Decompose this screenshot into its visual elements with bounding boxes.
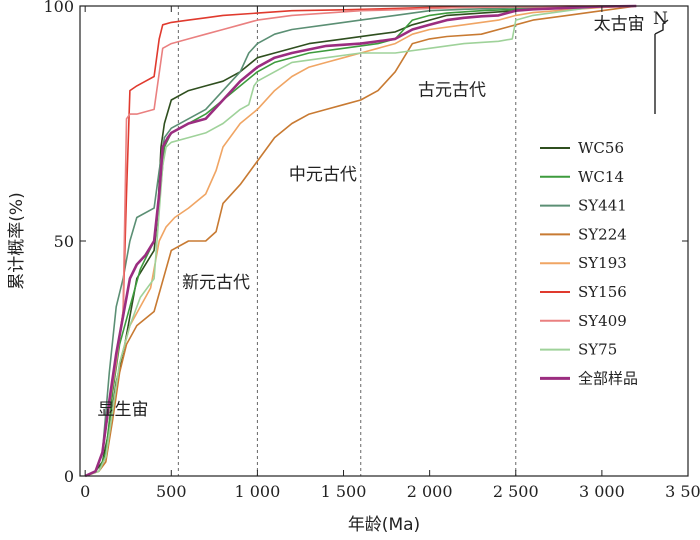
- series-line-7: [84, 5, 603, 477]
- north-arrow-line: [654, 19, 669, 114]
- legend-label: WC14: [578, 168, 624, 186]
- x-axis-title: 年龄(Ma): [348, 515, 420, 535]
- north-arrow: N: [653, 9, 669, 114]
- north-label: N: [653, 9, 668, 29]
- legend-label: SY193: [578, 254, 627, 272]
- legend-label: SY224: [578, 225, 627, 243]
- era-labels: 显生宙 新元古代 中元古代 古元古代 太古宙: [98, 15, 645, 420]
- axis-ticks: 0 500 1 000 1 500 2 000 2 500 3 000 3 500 0 50 100: [43, 0, 700, 501]
- y-tick-label: 50: [54, 232, 74, 251]
- x-tick-label: 1 000: [234, 482, 280, 501]
- era-boundary-lines: [177, 6, 517, 476]
- era-label: 古元古代: [418, 80, 486, 100]
- legend-label: WC56: [578, 139, 624, 157]
- x-tick-label: 2 500: [493, 482, 539, 501]
- series-line-0: [84, 5, 620, 477]
- era-label: 新元古代: [182, 273, 250, 293]
- x-tick-label: 1 500: [321, 482, 367, 501]
- series-line-2: [84, 5, 602, 477]
- x-tick-label: 2 000: [407, 482, 453, 501]
- legend: WC56 WC14 SY441 SY224 SY193 SY156 SY409 SY75 全部样…: [540, 139, 638, 387]
- series-line-8: [84, 4, 637, 478]
- legend-label: SY409: [578, 312, 627, 330]
- y-axis-title: 累计概率(%): [7, 192, 27, 289]
- legend-label: SY441: [578, 197, 627, 215]
- era-label: 太古宙: [594, 15, 645, 35]
- y-tick-label: 0: [64, 467, 74, 486]
- x-tick-label: 3 500: [665, 482, 700, 501]
- era-label: 显生宙: [98, 400, 149, 420]
- series-line-4: [84, 5, 637, 477]
- series-line-1: [84, 5, 620, 477]
- x-tick-label: 500: [156, 482, 187, 501]
- series-line-6: [84, 5, 602, 477]
- y-tick-label: 100: [43, 0, 74, 16]
- series-line-3: [84, 5, 637, 477]
- series-lines: [84, 4, 637, 478]
- legend-label: SY75: [578, 341, 617, 359]
- era-label: 中元古代: [289, 165, 357, 185]
- legend-label: 全部样品: [578, 369, 638, 387]
- x-tick-label: 0: [80, 482, 90, 501]
- x-tick-label: 3 000: [579, 482, 625, 501]
- legend-label: SY156: [578, 283, 627, 301]
- series-line-5: [84, 5, 602, 477]
